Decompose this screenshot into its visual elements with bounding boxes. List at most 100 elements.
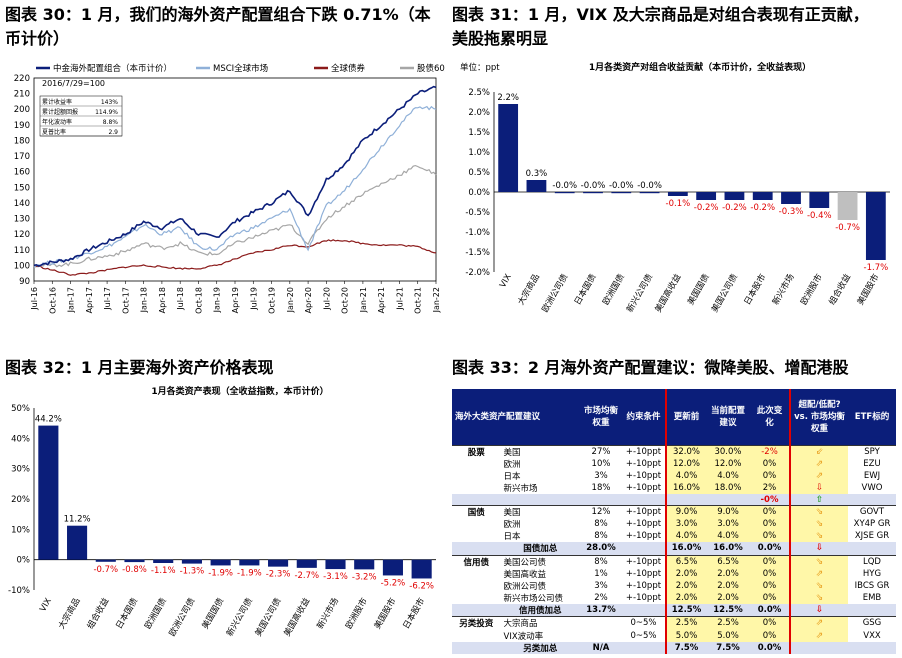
- section-cell: [452, 604, 501, 617]
- etf-cell: EMB: [862, 593, 882, 604]
- bar: [382, 559, 403, 576]
- bar-value-label: -0.2%: [750, 203, 775, 213]
- panel30-stat-label: 夏普比率: [42, 128, 66, 136]
- bar-value-label: -0.0%: [637, 181, 662, 191]
- asset-name-cell: 日本: [503, 471, 521, 482]
- panel30-x-tick: Apr-21: [377, 287, 386, 313]
- panel30-x-tick: Jul-16: [30, 287, 39, 311]
- bar: [354, 559, 375, 570]
- constraint-cell: +-10ppt: [625, 483, 662, 494]
- change-cell: 0%: [750, 530, 791, 543]
- table-row: 新兴市场 18% +-10ppt 16.0% 18.0% 2% ⇩ VWO: [452, 482, 896, 495]
- constraint-cell: +-10ppt: [625, 458, 662, 469]
- constraint-cell: +-10ppt: [622, 444, 666, 458]
- y-tick-label: 2.0%: [468, 108, 490, 118]
- category-label: 美国国债: [685, 272, 712, 307]
- overweight-arrow-icon: ⇘: [790, 592, 848, 605]
- before-cell: 5.0%: [665, 629, 706, 642]
- panel30-x-tick: Oct-16: [48, 287, 57, 314]
- y-tick-label: 0.0%: [468, 188, 490, 198]
- table-summary-row: -0% ⇧: [452, 494, 896, 506]
- overweight-arrow-icon: ⇘: [790, 518, 848, 531]
- overweight-arrow-icon: ⇗: [790, 457, 848, 470]
- panel32-bar-chart: 1月各类资产表现（全收益指数，本币计价） 50% 40% 30% 20% 10% 0% -1…: [8, 385, 436, 638]
- bar-value-label: -3.1%: [323, 572, 348, 582]
- constraint-cell: +-10ppt: [622, 554, 666, 568]
- bar: [752, 192, 773, 200]
- bar-value-label: 0.3%: [526, 169, 548, 179]
- table-row: 日本 8% +-10ppt 4.0% 4.0% 0% ⇘ XJSE GR: [452, 530, 896, 543]
- panel30-stat-value: 8.8%: [103, 119, 119, 126]
- overweight-arrow-icon: ⇗: [790, 629, 848, 642]
- asset-name-cell: 欧洲: [503, 520, 521, 531]
- panel30-y-tick: 90: [19, 277, 30, 287]
- panel30-series-line: [33, 105, 437, 268]
- category-label: 美国公司债: [709, 272, 740, 315]
- bar: [95, 559, 116, 562]
- panel30-legend-item: MSCI全球市场: [213, 63, 268, 74]
- change-cell: 0.0%: [750, 641, 791, 654]
- etf-cell: [848, 542, 896, 556]
- overweight-arrow-icon: ⇩: [790, 482, 848, 495]
- section-cell: 另类投资: [452, 616, 501, 630]
- overweight-arrow-icon: ⇗: [790, 469, 848, 483]
- current-cell: 4.0%: [706, 469, 750, 483]
- panel30-stat-label: 累计收益率: [42, 98, 72, 106]
- asset-name-cell: 信用债加总: [500, 604, 580, 617]
- panel30-y-tick: 190: [14, 121, 30, 131]
- panel30-x-tick: Jan-21: [359, 287, 368, 313]
- y-tick-label: 40%: [11, 434, 30, 444]
- table-row: 信用债 美国公司债 8% +-10ppt 6.5% 6.5% 0% ⇘ LQD: [452, 554, 896, 568]
- th-asset: 海外大类资产配置建议: [452, 389, 580, 445]
- etf-cell: [848, 494, 896, 506]
- bar-value-label: -1.1%: [151, 566, 176, 576]
- bar-value-label: 2.2%: [497, 93, 519, 103]
- category-label: 大宗商品: [515, 272, 542, 307]
- y-tick-label: 50%: [11, 404, 30, 414]
- bar-value-label: -2.3%: [266, 570, 291, 580]
- weight-cell: 10%: [591, 458, 611, 469]
- bar: [153, 559, 174, 564]
- table-summary-row: 信用债加总 13.7% 12.5% 12.5% 0.0% ⇩: [452, 604, 896, 617]
- panel30-y-tick: 120: [14, 230, 30, 240]
- before-cell: 7.5%: [665, 641, 706, 654]
- table-row: 股票 美国 27% +-10ppt 32.0% 30.0% -2% ⇙ SPY: [452, 444, 896, 458]
- panel31-title-line2: 美股拖累明显: [452, 29, 549, 48]
- table-row: 国债 美国 12% +-10ppt 9.0% 9.0% 0% ⇘ GOVT: [452, 504, 896, 519]
- current-cell: 2.0%: [706, 592, 750, 605]
- current-cell: 30.0%: [706, 444, 750, 458]
- section-cell: [452, 630, 501, 642]
- panel30-lines: [33, 85, 437, 276]
- table-row: 欧洲 8% +-10ppt 3.0% 3.0% 0% ⇘ XY4P GR: [452, 518, 896, 531]
- panel30-x-tick: Jan-22: [432, 287, 441, 313]
- table-summary-row: 另类加总 N/A 7.5% 7.5% 0.0%: [452, 641, 896, 654]
- panel30-series-line: [33, 85, 437, 267]
- etf-cell: EWJ: [863, 470, 881, 481]
- panel31-plot: 2.5% 2.0% 1.5% 1.0% 0.5% 0.0% -0.5% -1.0% -1.5% -…: [465, 88, 890, 314]
- change-cell: 2%: [750, 482, 791, 495]
- panel30-title-line1: 图表 30：1 月，我们的海外资产配置组合下跌 0.71%（本: [5, 5, 431, 24]
- category-label: 新兴公司债: [624, 272, 655, 315]
- weight-cell: 8%: [580, 554, 622, 568]
- before-cell: 32.0%: [665, 444, 706, 458]
- category-label: 美国高收益: [653, 272, 684, 315]
- bar-value-label: -5.2%: [381, 578, 406, 588]
- bar-value-label: -3.2%: [352, 572, 377, 582]
- weight-cell: [580, 494, 622, 506]
- etf-cell: VXX: [863, 630, 881, 641]
- section-cell: [452, 592, 501, 604]
- section-cell: [452, 518, 501, 530]
- change-cell: 0%: [750, 629, 791, 642]
- etf-cell: GOVT: [848, 504, 896, 519]
- current-cell: 2.0%: [706, 579, 750, 593]
- bar: [239, 559, 260, 566]
- panel30-axes: 90 100 110 120 130 140 150 160 170 180 190 200 210 22…: [14, 74, 441, 314]
- overweight-arrow-icon: ⇩: [790, 542, 848, 556]
- bar: [781, 192, 801, 204]
- y-tick-label: 20%: [11, 495, 30, 505]
- category-label: VIX: [38, 596, 54, 613]
- panel31-chart-title: 1月各类资产对组合收益贡献（本币计价，全收益表现）: [589, 61, 811, 73]
- th-before: 更新前: [665, 389, 706, 445]
- before-cell: 16.0%: [665, 482, 706, 495]
- etf-cell: LQD: [848, 554, 896, 568]
